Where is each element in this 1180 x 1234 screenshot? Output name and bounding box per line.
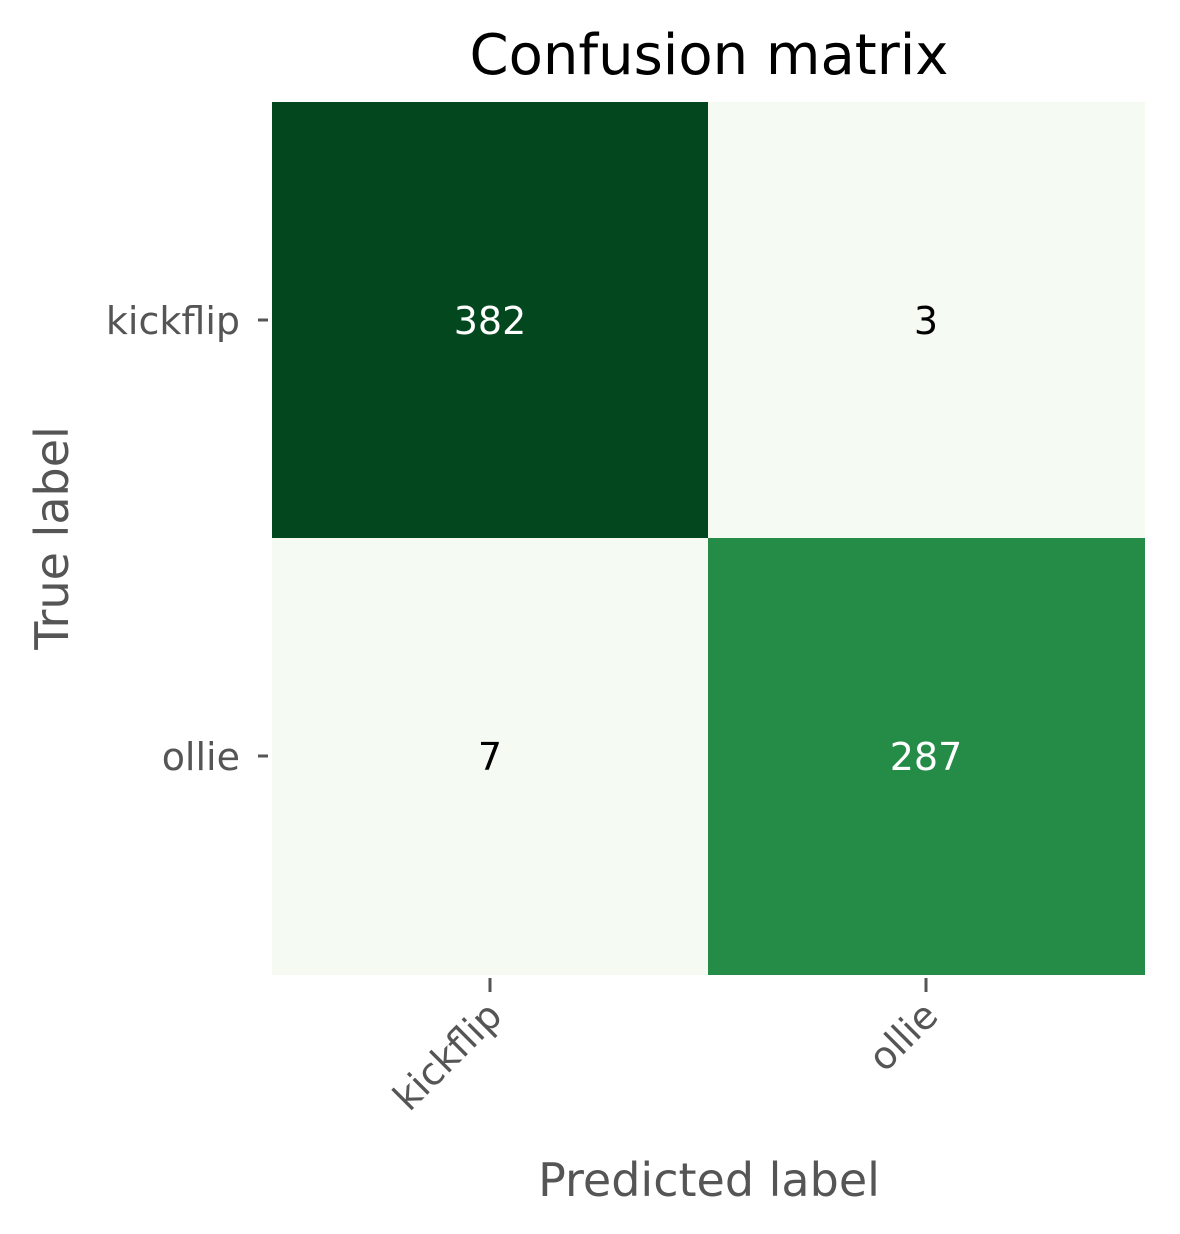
- heatmap-cell: [708, 538, 1145, 975]
- x-tick-label: ollie: [860, 993, 946, 1079]
- heatmap-cell: [272, 538, 709, 975]
- x-axis-ticks: kickflip ollie: [384, 978, 946, 1119]
- heatmap-cell: [272, 102, 709, 539]
- cell-value-label: 382: [454, 299, 527, 343]
- chart-title: Confusion matrix: [470, 23, 949, 88]
- cell-value-label: 3: [914, 299, 938, 343]
- y-tick-label: kickflip: [106, 299, 240, 343]
- y-tick-label: ollie: [162, 735, 240, 779]
- cell-annotations: 382 3 7 287: [454, 299, 963, 779]
- x-axis-label: Predicted label: [538, 1153, 880, 1207]
- cell-value-label: 7: [478, 735, 502, 779]
- y-axis-label: True label: [25, 426, 79, 651]
- cell-value-label: 287: [890, 735, 963, 779]
- x-tick-label: kickflip: [384, 993, 510, 1119]
- heatmap-cells: [272, 102, 1145, 975]
- y-axis-ticks: kickflip ollie: [106, 299, 268, 779]
- heatmap-cell: [708, 102, 1145, 539]
